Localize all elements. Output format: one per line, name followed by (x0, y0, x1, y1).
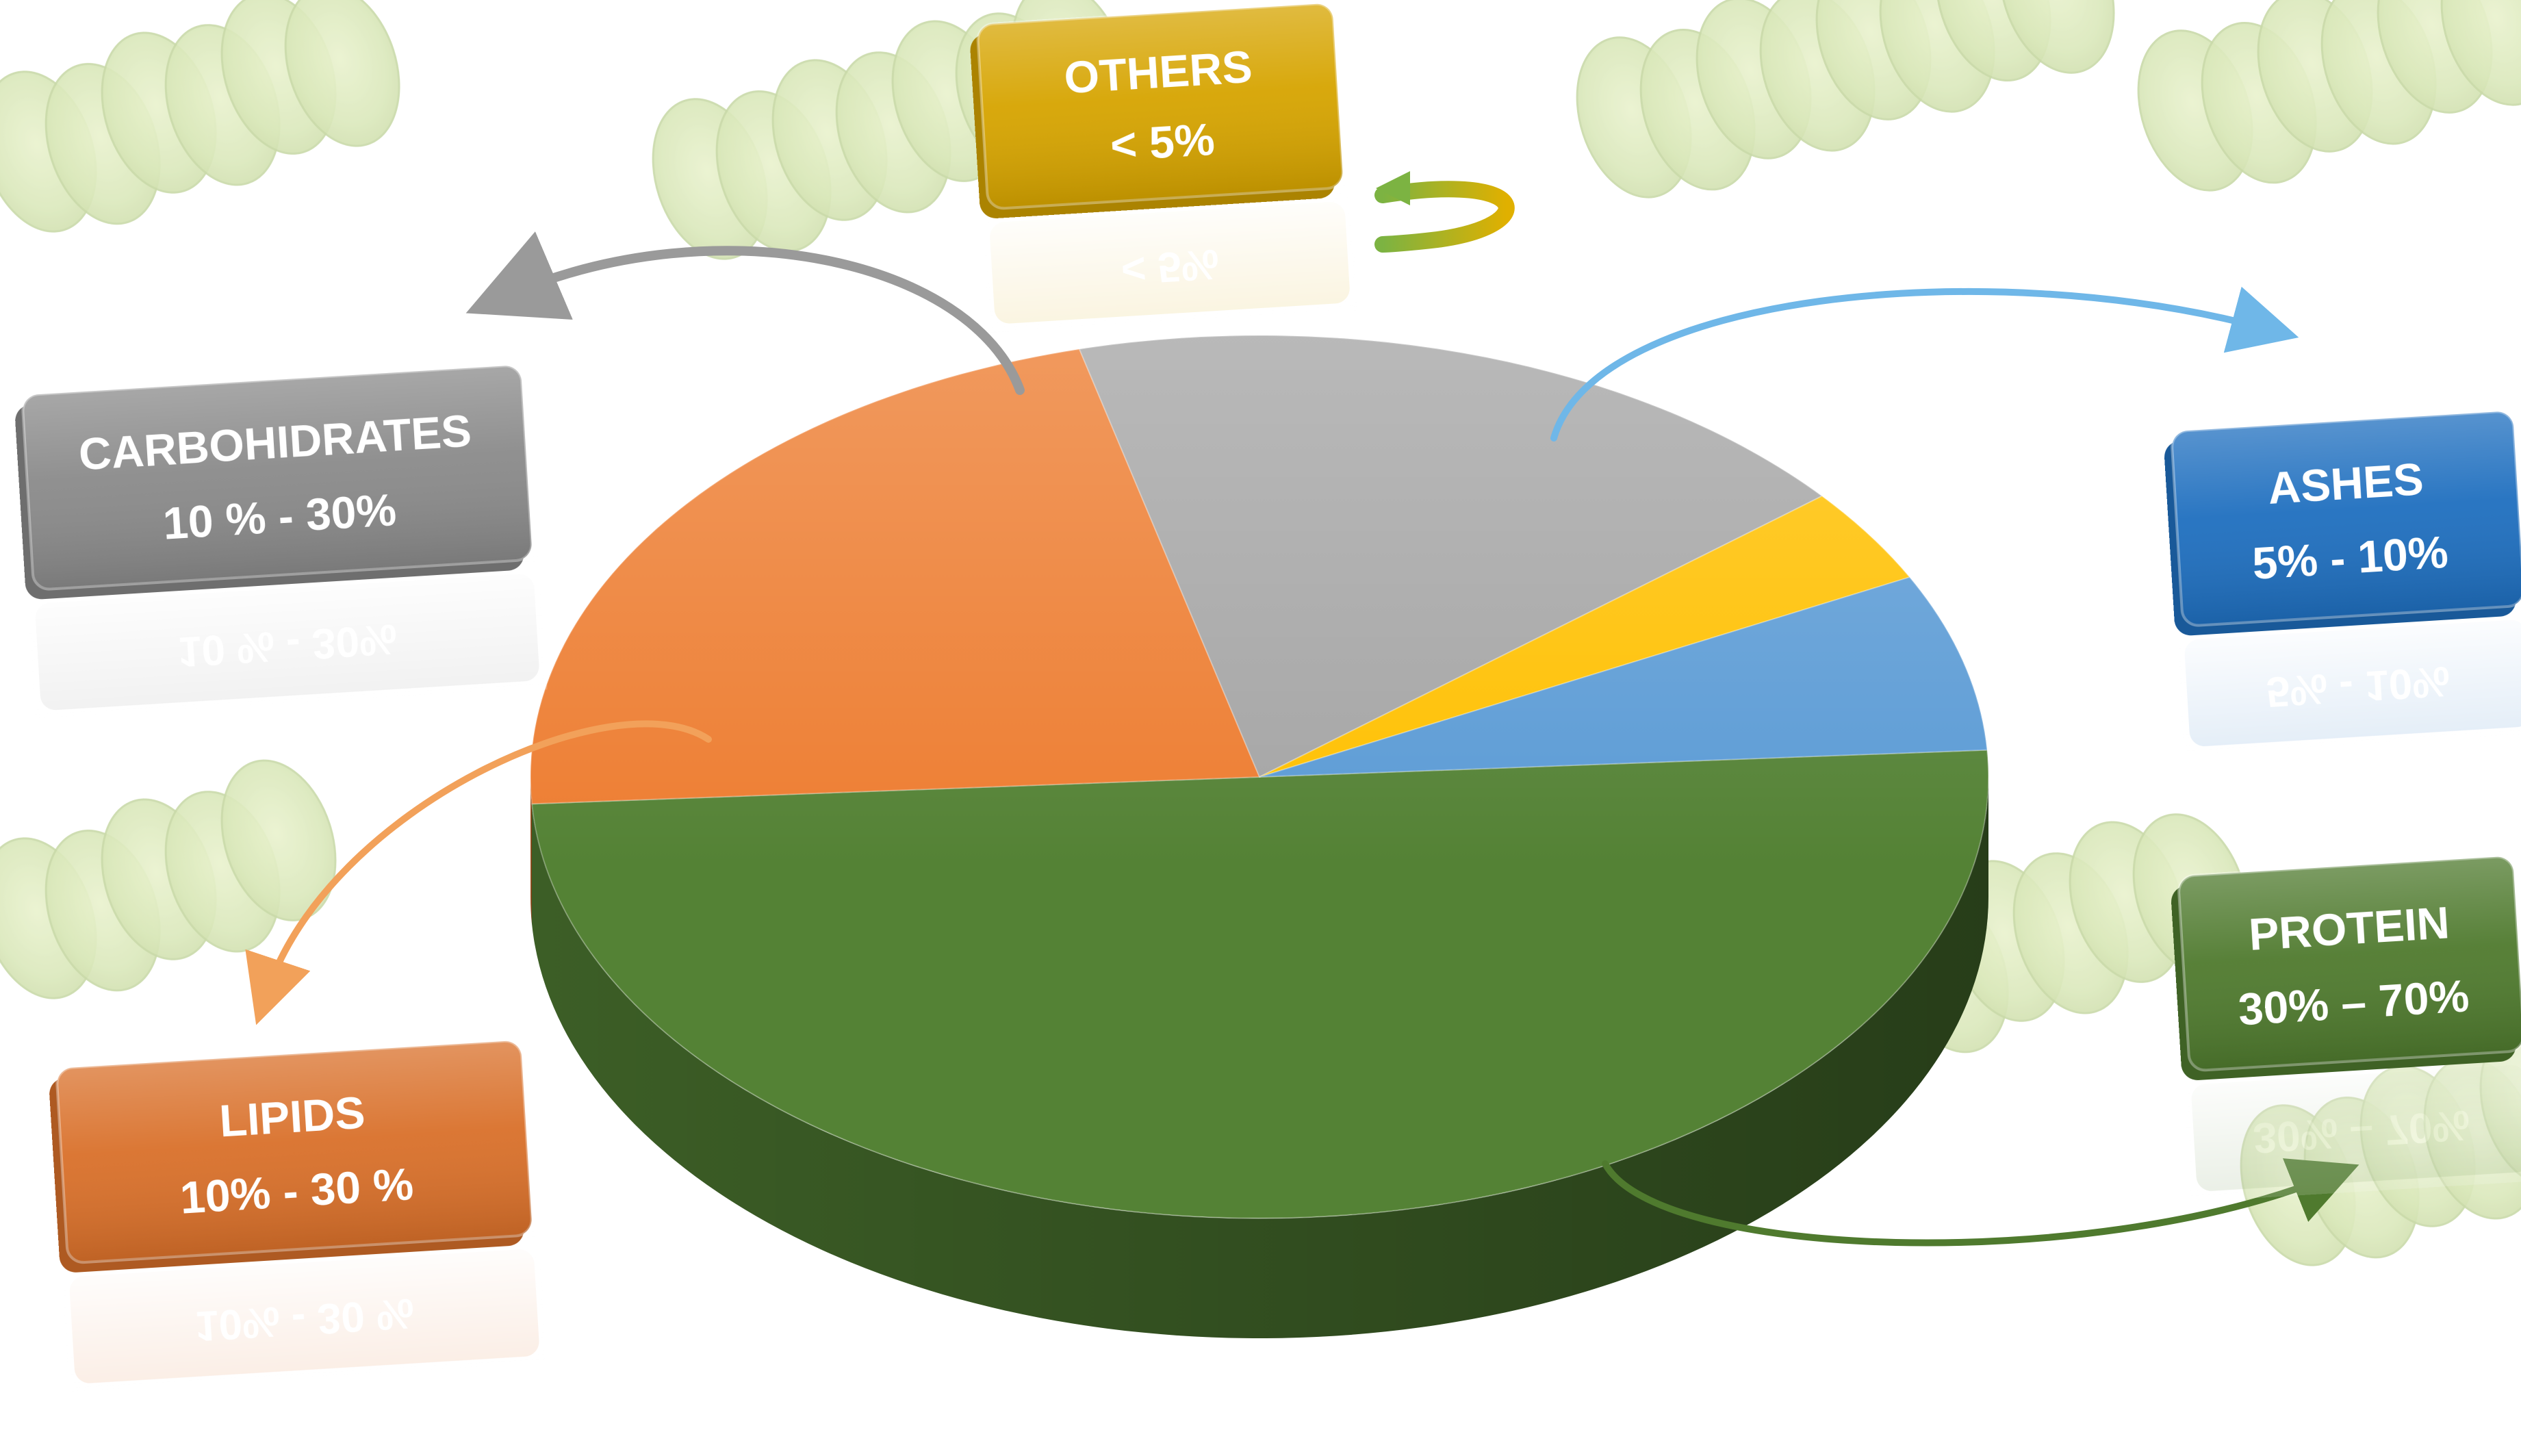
callout-gloss (2179, 856, 2521, 1071)
callout-ashes-title: ASHES (2266, 453, 2424, 513)
callout-gloss (23, 366, 532, 589)
callout-lipids-title: LIPIDS (218, 1087, 366, 1147)
callout-lipids-reflection: 10% - 30 % (60, 1228, 548, 1394)
callout-others-title: OTHERS (1062, 41, 1253, 103)
arrow-protein (1602, 1158, 2359, 1247)
callout-arrows (245, 171, 2359, 1247)
callout-gloss (977, 3, 1343, 209)
rotate-icon (1374, 181, 1515, 253)
pie-side-shadow (531, 777, 1989, 1338)
callout-protein-title: PROTEIN (2247, 897, 2450, 960)
rotate-icon-head (1376, 171, 1410, 205)
reflection-fade (2182, 1044, 2521, 1202)
callout-others-reflection: < 5% (981, 182, 1358, 334)
pie-top-faces (530, 335, 1989, 1219)
callout-others-range: < 5% (1109, 114, 1216, 170)
reflection-fade (60, 1228, 548, 1394)
arrow-lipids (245, 720, 712, 1025)
pie-side-shadow (530, 777, 532, 924)
algae-background-image (0, 0, 2521, 1266)
callout-carbohidrates-reflection: 10 % - 30% (26, 553, 548, 721)
callout-protein-reflection: 30% – 70% (2182, 1044, 2521, 1202)
callout-ashes-range: 5% - 10% (2251, 526, 2449, 589)
reflection-fade (2175, 599, 2521, 758)
callout-gloss (2172, 411, 2521, 626)
callout-ashes-reflection: 5% - 10% (2175, 599, 2521, 758)
callout-gloss (57, 1040, 532, 1263)
arrow-ashes (1550, 286, 2299, 442)
arrow-carbohidrates (465, 231, 1025, 395)
callout-ashes: 5% - 10% ASHES 5% - 10% (2164, 410, 2521, 758)
reflection-fade (981, 182, 1358, 334)
pie-side-walls (530, 777, 1989, 1338)
pie-top-sheen (530, 335, 1988, 1218)
reflection-fade (26, 553, 548, 721)
callout-others: < 5% OTHERS < 5% (970, 2, 1358, 334)
